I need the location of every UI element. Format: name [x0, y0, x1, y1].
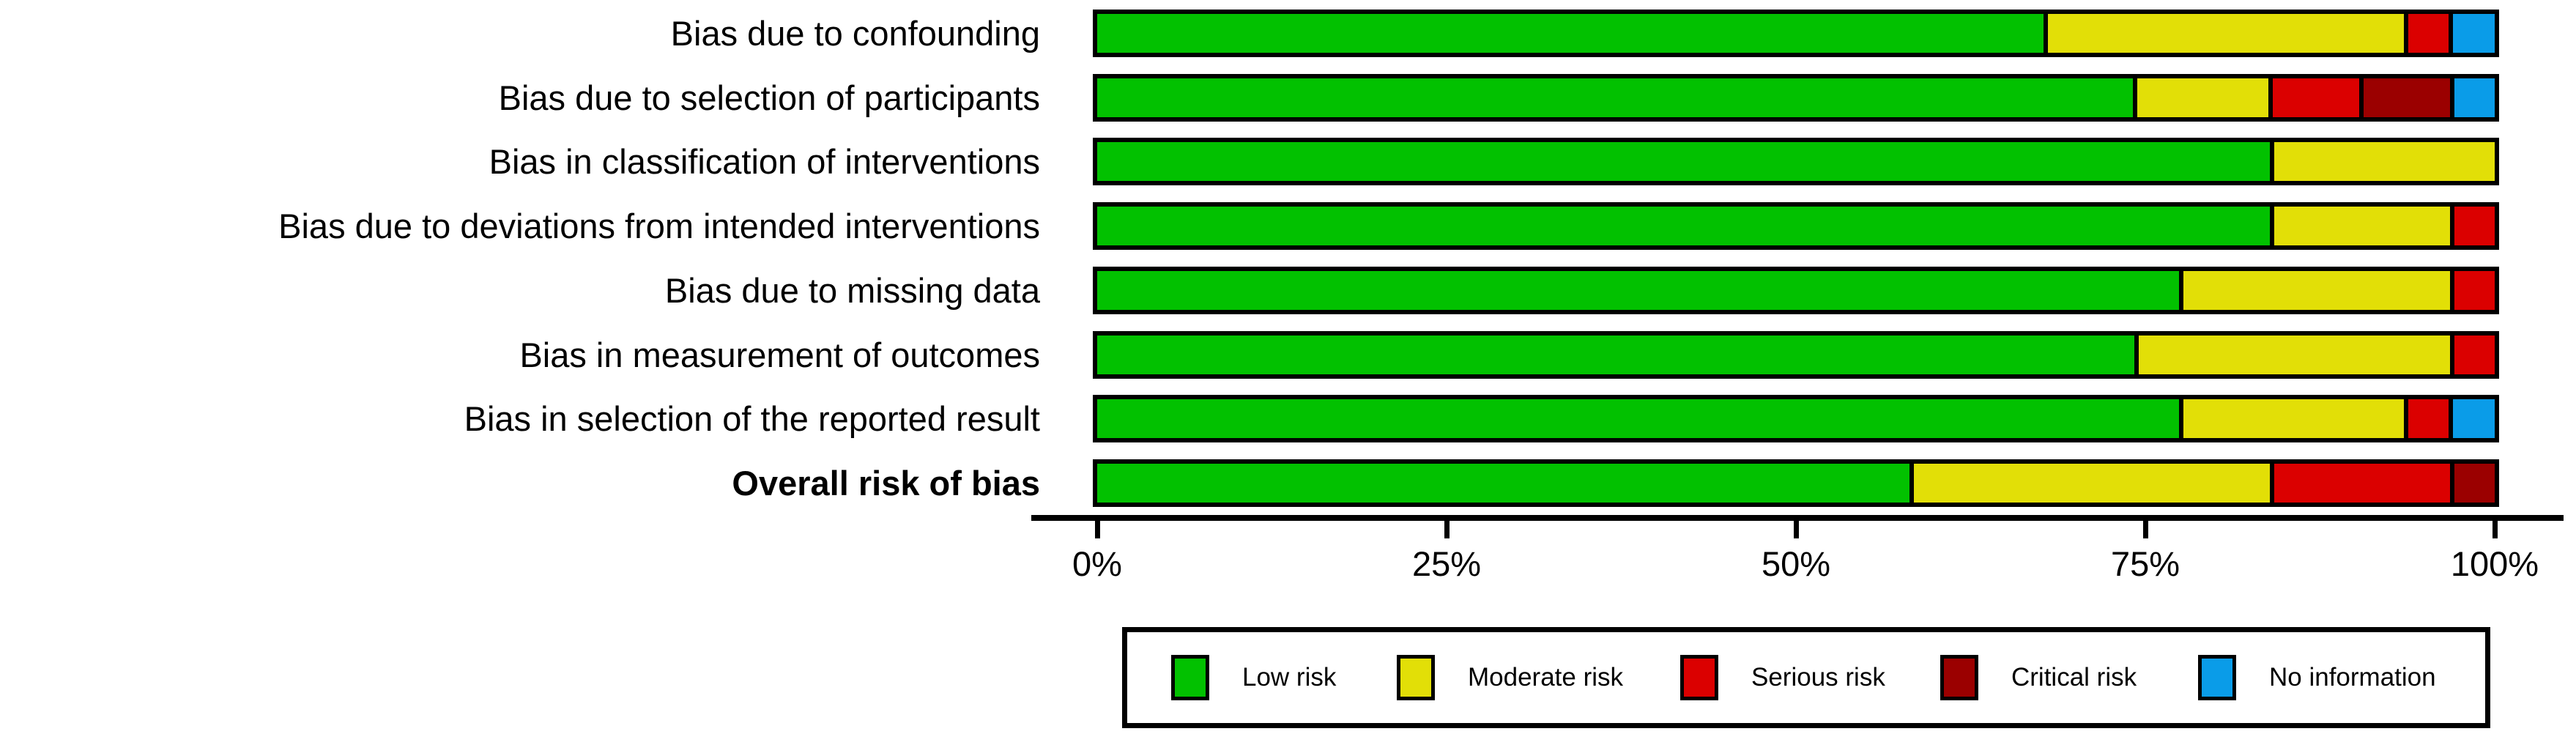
stacked-bar [1093, 74, 2499, 122]
segment-serious-risk [2449, 336, 2495, 374]
legend-label: Low risk [1242, 663, 1337, 692]
segment-no-information [2450, 78, 2495, 117]
axis-tick [2493, 521, 2498, 538]
legend-box: Low risk Moderate risk Serious risk Critica… [1122, 627, 2490, 728]
legend-swatch-serious-risk [1680, 655, 1718, 700]
segment-low-risk [1097, 207, 2270, 245]
axis-tick-label: 0% [1072, 544, 1122, 583]
legend-swatch-moderate-risk [1397, 655, 1435, 700]
axis-tick [1095, 521, 1100, 538]
segment-serious-risk [2268, 78, 2360, 117]
legend-item: Serious risk [1680, 632, 1885, 723]
segment-moderate-risk [2269, 142, 2495, 181]
segment-no-information [2449, 14, 2495, 53]
segment-moderate-risk [2178, 271, 2450, 310]
legend-swatch-no-information [2198, 655, 2236, 700]
legend-item: No information [2198, 632, 2436, 723]
stacked-bar [1093, 459, 2499, 507]
stacked-bar [1093, 138, 2499, 185]
segment-serious-risk [2449, 271, 2495, 310]
segment-low-risk [1097, 336, 2134, 374]
stacked-bar [1093, 10, 2499, 57]
stacked-bar [1093, 331, 2499, 379]
legend-label: Moderate risk [1468, 663, 1624, 692]
x-axis-line [1031, 515, 2564, 521]
segment-critical-risk [2359, 78, 2450, 117]
segment-low-risk [1097, 464, 1909, 503]
segment-low-risk [1097, 14, 2044, 53]
axis-tick [1794, 521, 1799, 538]
axis-tick-label: 25% [1411, 544, 1482, 583]
legend-item: Critical risk [1940, 632, 2137, 723]
segment-moderate-risk [2134, 336, 2450, 374]
legend-item: Low risk [1171, 632, 1336, 723]
segment-moderate-risk [2178, 399, 2404, 438]
row-label: Overall risk of bias [732, 463, 1040, 503]
legend-swatch-low-risk [1171, 655, 1209, 700]
segment-critical-risk [2449, 464, 2495, 503]
segment-moderate-risk [1909, 464, 2270, 503]
legend-swatch-critical-risk [1940, 655, 1978, 700]
axis-tick-label: 50% [1761, 544, 1831, 583]
row-label: Bias in selection of the reported result [464, 399, 1040, 438]
segment-low-risk [1097, 399, 2179, 438]
row-label: Bias due to selection of participants [498, 78, 1040, 117]
segment-serious-risk [2269, 464, 2450, 503]
legend-label: Serious risk [1751, 663, 1885, 692]
segment-low-risk [1097, 78, 2134, 117]
row-label: Bias due to confounding [670, 13, 1040, 53]
segment-no-information [2449, 399, 2495, 438]
legend-label: Critical risk [2011, 663, 2137, 692]
row-label: Bias due to missing data [664, 270, 1040, 310]
row-label: Bias in classification of interventions [489, 141, 1040, 181]
segment-serious-risk [2449, 207, 2495, 245]
segment-moderate-risk [2269, 207, 2450, 245]
legend-item: Moderate risk [1397, 632, 1623, 723]
segment-low-risk [1097, 271, 2179, 310]
row-label: Bias due to deviations from intended int… [278, 206, 1040, 245]
segment-serious-risk [2403, 14, 2449, 53]
axis-tick [2143, 521, 2148, 538]
stacked-bar [1093, 267, 2499, 314]
axis-tick-label: 75% [2110, 544, 2180, 583]
stacked-bar [1093, 202, 2499, 250]
segment-moderate-risk [2133, 78, 2269, 117]
segment-serious-risk [2403, 399, 2449, 438]
segment-moderate-risk [2043, 14, 2404, 53]
axis-tick-label: 100% [2450, 544, 2539, 583]
segment-low-risk [1097, 142, 2270, 181]
row-label: Bias in measurement of outcomes [519, 335, 1040, 374]
axis-tick [1444, 521, 1450, 538]
stacked-bar [1093, 395, 2499, 442]
legend-label: No information [2269, 663, 2436, 692]
